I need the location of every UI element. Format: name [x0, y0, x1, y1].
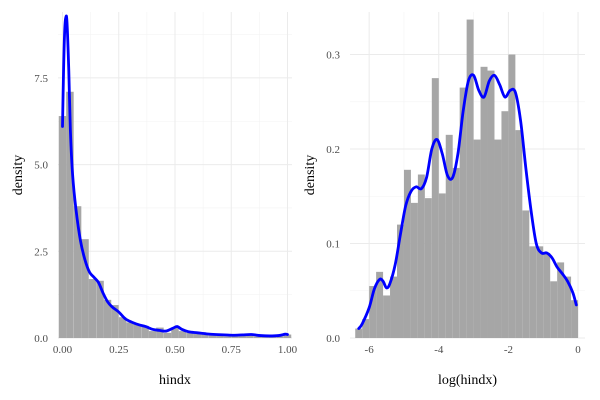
- histogram-bar: [88, 279, 97, 338]
- y-tick-label: 0.1: [326, 239, 340, 251]
- y-tick-label: 7.5: [34, 73, 48, 85]
- histogram-bar: [111, 305, 119, 338]
- histogram-bar: [403, 169, 411, 338]
- histogram-bar: [529, 246, 537, 338]
- histogram-bar: [480, 66, 488, 339]
- x-tick-label: 0.50: [165, 344, 185, 356]
- y-tick-label: 0.0: [34, 333, 48, 345]
- histogram-bar: [276, 336, 284, 338]
- x-tick-label: 0.75: [222, 344, 242, 356]
- density-line: [357, 73, 578, 330]
- x-tick-label: 0.00: [53, 344, 73, 356]
- panel-hindx: 0.00 0.25 0.50 0.75 1.00 0.0 2.5 5.0 7.5 hindx den…: [11, 12, 298, 388]
- histogram-bar: [163, 332, 172, 338]
- histogram-bar: [133, 324, 142, 338]
- histogram-bar: [58, 116, 67, 338]
- histogram-bar: [452, 167, 460, 338]
- histogram-bar: [522, 210, 530, 338]
- x-axis-label: hindx: [159, 373, 191, 388]
- histogram-bar: [431, 78, 439, 338]
- histogram-bars: [58, 91, 292, 338]
- histogram-bar: [223, 336, 232, 338]
- histogram-bar: [473, 139, 481, 338]
- histogram-bar: [466, 19, 474, 339]
- density-line: [61, 14, 289, 338]
- histogram-bar: [171, 327, 179, 338]
- histogram-bar: [397, 224, 404, 338]
- histogram-bar: [445, 134, 453, 338]
- x-tick-label: 0.25: [109, 344, 129, 356]
- histogram-bar: [148, 331, 157, 338]
- histogram-bar: [355, 328, 363, 338]
- histogram-bar: [459, 87, 467, 338]
- panel-log-hindx: -6 -4 -2 0 0.0 0.1 0.2 0.3 log(hindx) density: [303, 12, 585, 388]
- histogram-bar: [536, 246, 544, 338]
- histogram-bar: [550, 281, 558, 338]
- x-tick-label: -6: [365, 344, 375, 356]
- histogram-bar: [201, 334, 209, 338]
- histogram-bar: [156, 327, 164, 338]
- histogram-bar: [103, 299, 112, 338]
- histogram-bar: [118, 317, 127, 338]
- x-tick-label: -2: [504, 344, 513, 356]
- histogram-bar: [362, 319, 370, 338]
- histogram-bar: [410, 202, 418, 338]
- histogram-bar: [571, 300, 579, 338]
- histogram-bar: [238, 335, 247, 338]
- histogram-bar: [141, 325, 149, 338]
- histogram-bar: [253, 336, 262, 338]
- histogram-bar: [564, 276, 572, 338]
- histogram-bar: [501, 111, 509, 338]
- histogram-bar: [424, 198, 432, 338]
- x-tick-label: -4: [434, 344, 444, 356]
- histogram-bar: [208, 334, 217, 338]
- y-tick-labels: 0.0 2.5 5.0 7.5: [34, 73, 48, 345]
- y-tick-labels: 0.0 0.1 0.2 0.3: [326, 50, 340, 345]
- y-tick-label: 0.3: [326, 50, 340, 62]
- histogram-bar: [383, 295, 391, 338]
- histogram-bar: [543, 252, 551, 338]
- y-axis-label: density: [11, 155, 26, 195]
- x-tick-label: 1.00: [278, 344, 298, 356]
- histogram-bar: [283, 334, 292, 338]
- x-tick-labels: -6 -4 -2 0: [365, 344, 582, 356]
- histogram-bar: [186, 332, 194, 338]
- y-tick-label: 5.0: [34, 160, 48, 172]
- histogram-bar: [178, 331, 187, 338]
- histogram-bar: [96, 280, 104, 338]
- histogram-bar: [515, 130, 523, 338]
- histogram-bar: [390, 276, 397, 338]
- histogram-bar: [508, 54, 516, 339]
- histogram-bar: [494, 139, 502, 338]
- histogram-bar: [557, 262, 565, 338]
- histogram-bar: [369, 286, 377, 338]
- x-tick-label: 0: [575, 344, 581, 356]
- histogram-bar: [73, 206, 82, 338]
- histogram-bar: [126, 322, 134, 338]
- y-tick-label: 2.5: [34, 246, 48, 258]
- histogram-bar: [216, 334, 224, 338]
- histogram-bar: [487, 70, 495, 338]
- y-tick-label: 0.0: [326, 333, 340, 345]
- histogram-bar: [438, 193, 446, 338]
- histogram-bars: [355, 19, 579, 339]
- histogram-bar: [81, 239, 89, 338]
- x-axis-label: log(hindx): [438, 373, 497, 388]
- histogram-bar: [376, 271, 384, 338]
- histogram-bar: [193, 332, 202, 338]
- histogram-bar: [417, 174, 425, 338]
- y-tick-label: 0.2: [326, 144, 340, 156]
- x-tick-labels: 0.00 0.25 0.50 0.75 1.00: [53, 344, 298, 356]
- histogram-bar: [66, 91, 74, 338]
- y-axis-label: density: [303, 155, 318, 195]
- histogram-bar: [246, 334, 254, 338]
